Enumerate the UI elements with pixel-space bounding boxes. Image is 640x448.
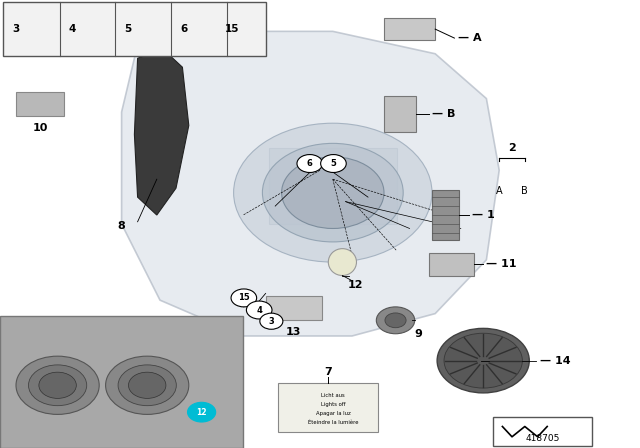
Text: 12: 12	[196, 408, 207, 417]
FancyBboxPatch shape	[266, 296, 322, 320]
Circle shape	[444, 333, 522, 388]
Text: 3: 3	[12, 24, 20, 34]
Text: — A: — A	[458, 33, 481, 43]
Circle shape	[106, 356, 189, 414]
Circle shape	[376, 307, 415, 334]
Circle shape	[262, 143, 403, 242]
Text: Éteindre la lumière: Éteindre la lumière	[308, 420, 358, 425]
Circle shape	[188, 402, 216, 422]
Circle shape	[234, 123, 432, 262]
Circle shape	[385, 313, 406, 328]
Text: 9: 9	[415, 329, 422, 339]
Circle shape	[246, 301, 272, 319]
Text: B: B	[522, 186, 528, 196]
Text: 15: 15	[225, 24, 239, 34]
Polygon shape	[122, 31, 499, 336]
Circle shape	[129, 372, 166, 398]
Text: 12: 12	[348, 280, 363, 290]
Text: 2: 2	[508, 143, 516, 153]
Text: 4: 4	[256, 306, 262, 314]
Text: — B: — B	[432, 109, 456, 119]
Text: 8: 8	[118, 221, 125, 231]
Text: 5: 5	[124, 24, 132, 34]
FancyBboxPatch shape	[493, 417, 592, 446]
Text: 4: 4	[68, 24, 76, 34]
Text: 7: 7	[324, 367, 332, 377]
Circle shape	[39, 372, 76, 398]
Circle shape	[321, 155, 346, 172]
Text: 6: 6	[180, 24, 188, 34]
Text: 418705: 418705	[525, 434, 560, 443]
Circle shape	[282, 157, 384, 228]
Polygon shape	[134, 49, 189, 215]
Text: Apagar la luz: Apagar la luz	[316, 411, 350, 416]
Text: 6: 6	[307, 159, 313, 168]
FancyBboxPatch shape	[0, 316, 243, 448]
Text: — 14: — 14	[540, 356, 570, 366]
Text: A: A	[496, 186, 502, 196]
Text: Licht aus: Licht aus	[321, 393, 345, 398]
FancyBboxPatch shape	[269, 148, 397, 224]
Text: 5: 5	[330, 159, 337, 168]
Circle shape	[28, 365, 87, 406]
FancyBboxPatch shape	[429, 253, 474, 276]
FancyBboxPatch shape	[278, 383, 378, 432]
FancyBboxPatch shape	[16, 92, 64, 116]
Text: 10: 10	[33, 123, 48, 133]
Circle shape	[231, 289, 257, 307]
Circle shape	[16, 356, 99, 414]
Text: — 11: — 11	[486, 259, 517, 269]
Circle shape	[260, 313, 283, 329]
Circle shape	[437, 328, 529, 393]
Text: 13: 13	[286, 327, 301, 337]
Ellipse shape	[328, 249, 356, 276]
Circle shape	[118, 365, 177, 406]
FancyBboxPatch shape	[384, 18, 435, 40]
Circle shape	[297, 155, 323, 172]
FancyBboxPatch shape	[432, 190, 459, 240]
FancyBboxPatch shape	[384, 96, 416, 132]
FancyBboxPatch shape	[3, 2, 266, 56]
Text: 3: 3	[269, 317, 274, 326]
Text: — 1: — 1	[472, 210, 495, 220]
Text: Lights off: Lights off	[321, 402, 345, 407]
Text: 15: 15	[238, 293, 250, 302]
